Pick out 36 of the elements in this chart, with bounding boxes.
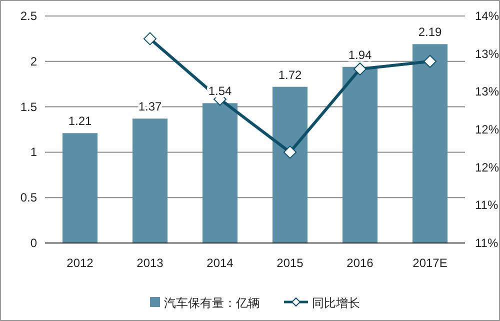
data-label: 1.72 bbox=[278, 68, 302, 82]
x-tick-label: 2013 bbox=[136, 256, 164, 270]
point bbox=[284, 146, 296, 159]
bar bbox=[342, 66, 378, 243]
point bbox=[144, 32, 156, 46]
y-tick-label: 0 bbox=[30, 236, 38, 250]
bar bbox=[132, 118, 168, 243]
y2-tick-label: 13% bbox=[475, 84, 500, 99]
y-tick-label: 2.5 bbox=[20, 9, 38, 23]
bar bbox=[272, 86, 308, 243]
x-tick-label: 2016 bbox=[346, 256, 374, 270]
bar bbox=[202, 103, 238, 243]
point bbox=[424, 54, 436, 68]
legend-label: 汽车保有量：亿辆 bbox=[164, 296, 260, 310]
point bbox=[354, 62, 366, 76]
x-tick-label: 2015 bbox=[276, 256, 304, 270]
y2-tick-label: 13% bbox=[475, 46, 500, 61]
data-label: 1.94 bbox=[348, 48, 372, 62]
y-tick-label: 2 bbox=[30, 54, 38, 68]
y-tick-label: 1 bbox=[30, 145, 38, 160]
data-label: 1.21 bbox=[68, 114, 92, 128]
y2-tick-label: 11% bbox=[475, 236, 498, 250]
y-tick-label: 1.5 bbox=[20, 100, 38, 114]
bar bbox=[412, 44, 448, 243]
y-tick-label: 0.5 bbox=[20, 190, 38, 205]
data-label: 2.19 bbox=[418, 25, 442, 40]
bar bbox=[62, 133, 98, 243]
x-tick-label: 2014 bbox=[206, 256, 234, 270]
y2-tick-label: 11% bbox=[475, 198, 498, 212]
y2-tick-label: 12% bbox=[475, 160, 500, 174]
legend-label: 同比增长 bbox=[312, 296, 360, 310]
x-tick-label: 2012 bbox=[66, 256, 94, 270]
data-label: 1.37 bbox=[138, 100, 162, 114]
y2-tick-label: 14% bbox=[475, 9, 500, 23]
y2-tick-label: 12% bbox=[475, 122, 500, 136]
x-tick-label: 2017E bbox=[412, 256, 448, 270]
